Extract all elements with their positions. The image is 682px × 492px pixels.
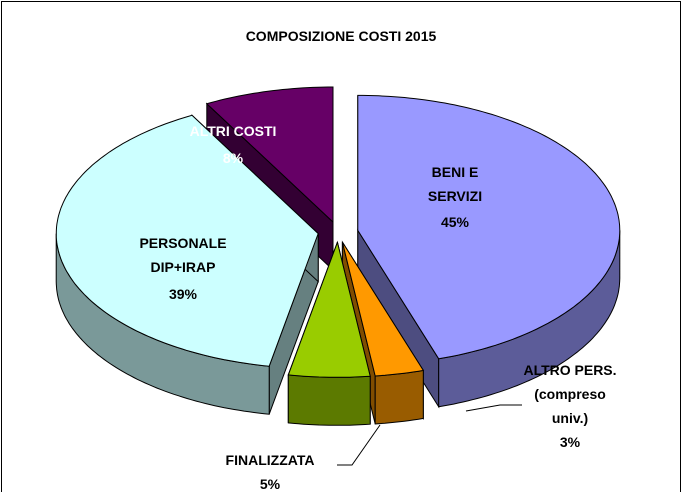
leader-line (337, 424, 381, 466)
value-label: 3% (559, 434, 581, 450)
slice-label: ALTRO PERS. (compreso univ.) (523, 362, 617, 426)
slice-label: PERSONALE DIP+IRAP (139, 235, 227, 275)
pie (55, 86, 621, 426)
slice (205, 86, 334, 224)
slice (341, 241, 425, 377)
slice-wall (287, 374, 371, 426)
value-label: 45% (440, 214, 470, 230)
slice (357, 94, 621, 360)
slice-label: BENI E SERVIZI (427, 164, 483, 204)
slice (55, 114, 319, 367)
slice-label: ALTRI COSTI (189, 123, 277, 139)
chart-title: COMPOSIZIONE COSTI 2015 (245, 28, 437, 44)
slice (287, 240, 371, 378)
value-label: 8% (222, 150, 244, 166)
leader-line (465, 404, 522, 412)
slice-label: FINALIZZATA (225, 452, 315, 468)
value-label: 5% (259, 476, 281, 492)
slice-wall (374, 369, 424, 425)
value-label: 39% (168, 286, 198, 302)
